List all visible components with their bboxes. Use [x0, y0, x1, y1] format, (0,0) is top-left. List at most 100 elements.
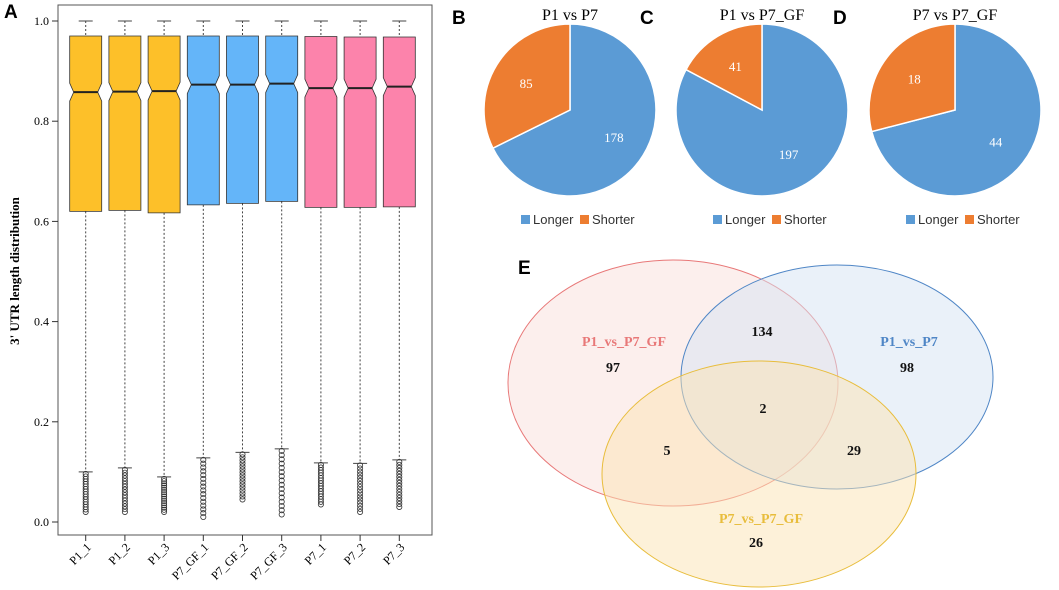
outlier-point [161, 484, 168, 491]
outlier-point [239, 484, 246, 491]
outlier-point [396, 464, 403, 471]
outlier-point [278, 452, 285, 459]
panel-label-a: A [4, 2, 18, 23]
venn-count-p1p7gf_p7p7gf: 5 [664, 444, 671, 459]
outlier-point [161, 504, 168, 511]
outlier-point [396, 476, 403, 483]
outlier-point [121, 503, 128, 510]
outlier-point [357, 477, 364, 484]
venn-count-only_p7_p7gf: 26 [749, 536, 763, 551]
outlier-point [121, 472, 128, 479]
outlier-point [396, 500, 403, 507]
outlier-point [396, 503, 403, 510]
outlier-point [200, 456, 207, 463]
outlier-point [239, 493, 246, 500]
outlier-point [278, 494, 285, 501]
outlier-point [239, 475, 246, 482]
outlier-point [239, 478, 246, 485]
outlier-point [278, 456, 285, 463]
pie-slice-shorter [483, 23, 571, 150]
outlier-point [121, 492, 128, 499]
outlier-point [278, 498, 285, 505]
legend-swatch-longer [521, 215, 530, 224]
legend-swatch-shorter [772, 215, 781, 224]
outlier-point [200, 510, 207, 517]
pie-value-label: 41 [729, 59, 742, 74]
outlier-point [357, 490, 364, 497]
pie-slice-longer [870, 23, 1042, 197]
box-P1_3 [147, 35, 181, 214]
y-tick-label: 0.2 [34, 415, 49, 429]
x-tick-label: P1_3 [145, 540, 172, 567]
outlier-point [278, 503, 285, 510]
legend-label-longer: Longer [725, 212, 766, 227]
y-tick-label: 0.8 [34, 114, 49, 128]
x-tick-label: P7_GF_2 [208, 540, 250, 582]
outlier-point [161, 500, 168, 507]
venn-set-label: P7_vs_P7_GF [719, 512, 803, 527]
y-tick-label: 0.0 [34, 515, 49, 529]
outlier-point [278, 477, 285, 484]
outlier-point [396, 491, 403, 498]
x-tick-label: P7_GF_1 [169, 540, 211, 582]
outlier-point [357, 468, 364, 475]
box-P7_GF_1 [186, 35, 220, 206]
outlier-point [239, 457, 246, 464]
venn-count-p1p7_p7p7gf: 29 [847, 444, 861, 459]
outlier-point [82, 506, 89, 513]
y-axis-label: 3' UTR length distribution [7, 196, 22, 344]
pie-slice-shorter [868, 23, 956, 133]
outlier-point [278, 447, 285, 454]
outlier-point [396, 494, 403, 501]
venn-set-label: P1_vs_P7 [880, 335, 938, 350]
x-tick-label: P7_1 [302, 540, 329, 567]
outlier-point [161, 480, 168, 487]
outlier-point [161, 502, 168, 509]
outlier-point [200, 483, 207, 490]
x-tick-label: P7_3 [380, 540, 407, 567]
outlier-point [357, 496, 364, 503]
pie-charts: P1 vs P7 178 85 Longer Shorter P1 vs P7_GF 197… [483, 7, 1042, 227]
pie-value-label: 197 [779, 147, 799, 162]
outlier-point [161, 497, 168, 504]
outlier-point [278, 486, 285, 493]
outlier-point [357, 481, 364, 488]
outlier-point [239, 451, 246, 458]
outlier-point [200, 464, 207, 471]
outlier-point [396, 461, 403, 468]
venn-set-p7-vs-p7gf [601, 360, 917, 588]
outlier-point [396, 467, 403, 474]
y-tick-label: 0.4 [34, 315, 49, 329]
outlier-point [200, 487, 207, 494]
outlier-point [396, 458, 403, 465]
outlier-point [161, 508, 168, 515]
outlier-point [357, 487, 364, 494]
outlier-point [161, 491, 168, 498]
outlier-point [317, 498, 324, 505]
pie-title: P1 vs P7_GF [720, 7, 805, 24]
outlier-point [396, 485, 403, 492]
outlier-point [82, 508, 89, 515]
outlier-point [121, 494, 128, 501]
panel-label-d: D [833, 8, 847, 29]
x-tick-label: P1_1 [66, 540, 93, 567]
legend-swatch-longer [906, 215, 915, 224]
x-tick-label: P7_GF_3 [247, 540, 289, 582]
pie-value-label: 18 [908, 71, 921, 86]
outlier-point [278, 490, 285, 497]
outlier-point [200, 460, 207, 467]
panel-label-e: E [518, 258, 531, 279]
venn-count-p1p7gf_p1p7: 134 [752, 325, 773, 340]
outlier-point [239, 466, 246, 473]
legend-label-longer: Longer [918, 212, 959, 227]
outlier-point [357, 502, 364, 509]
outlier-point [121, 489, 128, 496]
outlier-point [396, 470, 403, 477]
legend-label-shorter: Shorter [977, 212, 1020, 227]
outlier-point [357, 505, 364, 512]
outlier-point [357, 484, 364, 491]
box-P7_1 [304, 36, 338, 208]
box-P7_3 [382, 36, 416, 208]
outlier-point [161, 482, 168, 489]
outlier-point [357, 493, 364, 500]
